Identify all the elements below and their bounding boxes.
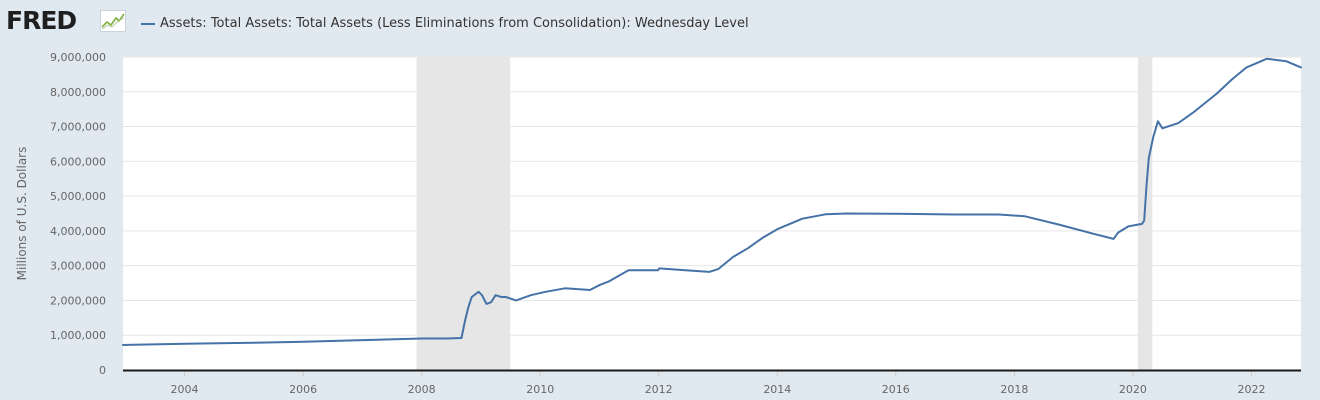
y-tick-label: 9,000,000 [50, 51, 106, 64]
y-axis-label: Millions of U.S. Dollars [15, 147, 29, 281]
x-tick-label: 2018 [1000, 383, 1028, 396]
x-tick-label: 2010 [526, 383, 554, 396]
plot-area [123, 57, 1301, 370]
y-tick-label: 1,000,000 [50, 329, 106, 342]
fred-logo[interactable]: FRED [6, 6, 77, 35]
y-tick-label: 3,000,000 [50, 260, 106, 273]
x-tick-label: 2006 [289, 383, 317, 396]
y-tick-label: 8,000,000 [50, 86, 106, 99]
recession-band [416, 57, 511, 370]
y-tick-label: 5,000,000 [50, 190, 106, 203]
x-tick-label: 2012 [645, 383, 673, 396]
x-tick-label: 2004 [171, 383, 199, 396]
y-tick-label: 6,000,000 [50, 155, 106, 168]
x-tick-label: 2020 [1119, 383, 1147, 396]
legend-series-label: Assets: Total Assets: Total Assets (Less… [160, 16, 749, 31]
x-tick-label: 2016 [882, 383, 910, 396]
legend-series-swatch [141, 23, 155, 25]
y-tick-label: 0 [99, 364, 106, 377]
y-tick-label: 4,000,000 [50, 225, 106, 238]
x-tick-label: 2008 [408, 383, 436, 396]
series-line[interactable] [122, 57, 1302, 346]
x-tick-label: 2022 [1238, 383, 1266, 396]
y-tick-label: 2,000,000 [50, 294, 106, 307]
trend-graph-icon [100, 10, 126, 32]
y-tick-label: 7,000,000 [50, 121, 106, 134]
x-tick-label: 2014 [763, 383, 791, 396]
chart-header: FRED Assets: Total Assets: Total Assets … [0, 0, 1320, 46]
